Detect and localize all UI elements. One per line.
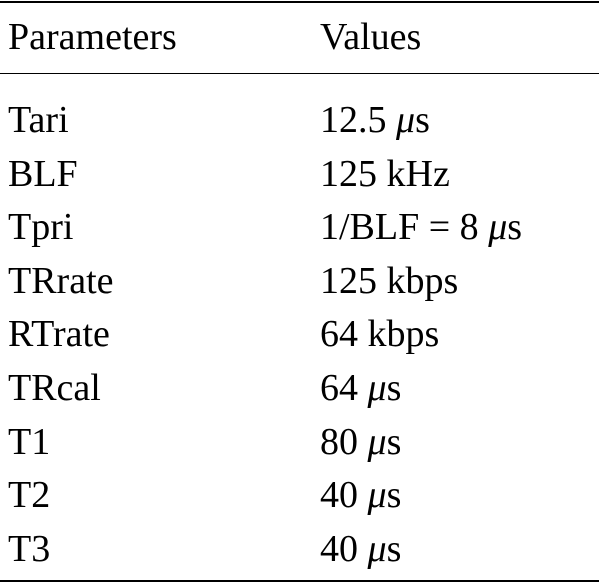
- table-cell: Tari: [8, 99, 69, 141]
- table-cell: T2: [8, 474, 51, 517]
- table-cell: TRrate: [8, 259, 114, 302]
- table-cell: 12.5 μs: [320, 99, 430, 141]
- table-cell: 80 μs: [320, 420, 402, 463]
- table-cell: 125 kHz: [320, 152, 450, 195]
- top-rule: [0, 1, 599, 3]
- table-cell: Tpri: [8, 206, 74, 249]
- table-cell: BLF: [8, 152, 78, 195]
- table-cell: 1/BLF = 8 μs: [320, 206, 523, 249]
- table-cell: 64 kbps: [320, 313, 440, 356]
- header-rule: [0, 73, 599, 74]
- table-cell: 40 μs: [320, 474, 402, 517]
- table-cell: 40 μs: [320, 527, 402, 570]
- table-cell: TRcal: [8, 367, 101, 409]
- table-cell: 125 kbps: [320, 259, 459, 302]
- header-cell: Parameters: [8, 16, 177, 58]
- header-cell: Values: [320, 16, 422, 58]
- table-cell: 64 μs: [320, 367, 402, 409]
- bottom-rule: [0, 580, 599, 582]
- table-cell: T1: [8, 420, 51, 463]
- table-cell: RTrate: [8, 313, 110, 356]
- table-cell: T3: [8, 527, 51, 570]
